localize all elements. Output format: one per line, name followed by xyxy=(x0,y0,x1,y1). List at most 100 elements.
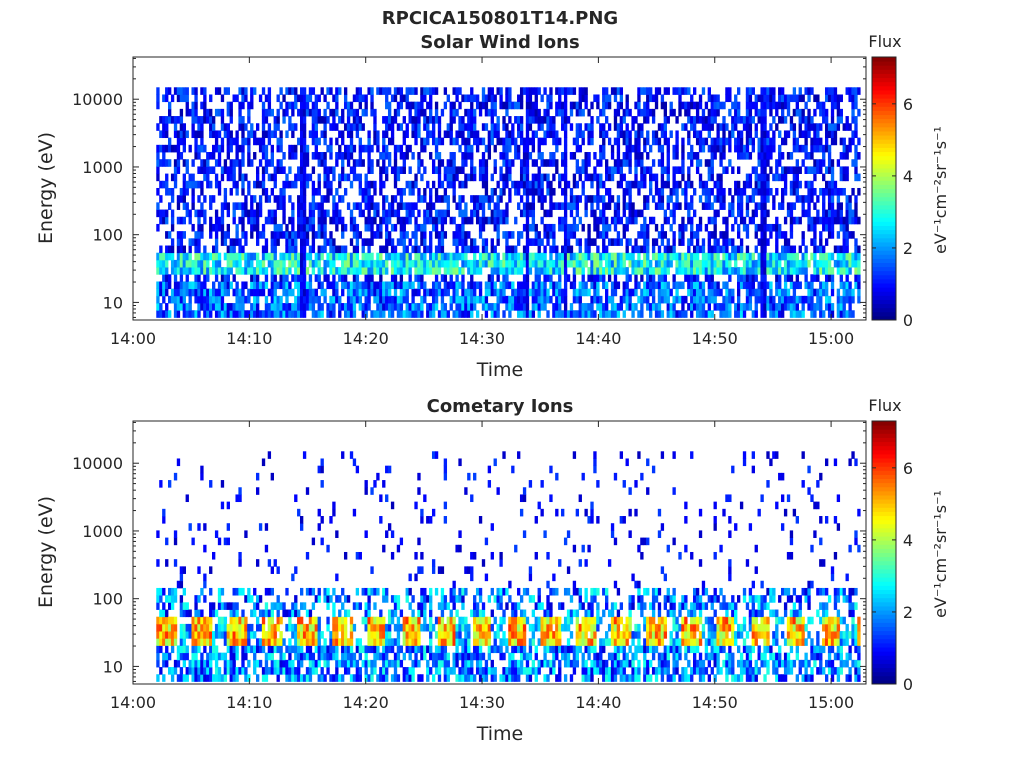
spectrogram-cell xyxy=(634,181,637,189)
spectrogram-cell xyxy=(467,310,470,318)
spectrogram-cell xyxy=(491,102,494,110)
spectrogram-cell xyxy=(335,224,338,232)
spectrogram-cell xyxy=(403,130,406,138)
spectrogram-cell xyxy=(828,296,831,304)
spectrogram-cell xyxy=(646,116,649,124)
spectrogram-cell xyxy=(435,138,438,146)
spectrogram-cell xyxy=(567,238,570,246)
spectrogram-cell xyxy=(441,274,444,282)
spectrogram-cell xyxy=(488,274,491,282)
spectrogram-cell xyxy=(341,130,344,138)
spectrogram-cell xyxy=(582,289,585,297)
spectrogram-cell xyxy=(177,152,180,160)
spectrogram-cell xyxy=(444,130,447,138)
spectrogram-cell xyxy=(549,253,552,261)
spectrogram-cell xyxy=(714,231,717,239)
spectrogram-cell xyxy=(646,303,649,311)
spectrogram-cell xyxy=(435,224,438,232)
spectrogram-cell xyxy=(230,253,233,261)
spectrogram-cell xyxy=(514,188,517,196)
spectrogram-cell xyxy=(570,231,573,239)
spectrogram-cell xyxy=(323,109,326,117)
spectrogram-cell xyxy=(538,303,541,311)
spectrogram-cell xyxy=(309,281,312,289)
spectrogram-cell xyxy=(461,166,464,174)
spectrogram-cell xyxy=(256,231,259,239)
spectrogram-cell xyxy=(526,87,529,95)
spectrogram-cell xyxy=(379,224,382,232)
spectrogram-cell xyxy=(496,202,499,210)
spectrogram-cell xyxy=(359,102,362,110)
spectrogram-cell xyxy=(335,217,338,225)
spectrogram-cell xyxy=(359,159,362,167)
spectrogram-cell xyxy=(722,130,725,138)
spectrogram-cell xyxy=(209,109,212,117)
spectrogram-cell xyxy=(174,310,177,318)
spectrogram-cell xyxy=(672,274,675,282)
spectrogram-cell xyxy=(678,281,681,289)
spectrogram-cell xyxy=(189,217,192,225)
spectrogram-cell xyxy=(540,123,543,131)
spectrogram-cell xyxy=(708,260,711,268)
spectrogram-cell xyxy=(840,260,843,268)
spectrogram-cell xyxy=(303,152,306,160)
spectrogram-cell xyxy=(763,238,766,246)
spectrogram-cell xyxy=(602,195,605,203)
spectrogram-cell xyxy=(303,267,306,275)
spectrogram-cell xyxy=(215,231,218,239)
spectrogram-cell xyxy=(538,260,541,268)
spectrogram-cell xyxy=(725,296,728,304)
spectrogram-cell xyxy=(221,281,224,289)
spectrogram-cell xyxy=(857,138,860,146)
spectrogram-cell xyxy=(843,267,846,275)
spectrogram-cell xyxy=(799,296,802,304)
spectrogram-cell xyxy=(473,281,476,289)
spectrogram-cell xyxy=(520,116,523,124)
spectrogram-cell xyxy=(312,202,315,210)
spectrogram-cell xyxy=(502,296,505,304)
spectrogram-cell xyxy=(288,123,291,131)
spectrogram-cell xyxy=(491,123,494,131)
spectrogram-cell xyxy=(256,274,259,282)
spectrogram-cell xyxy=(382,159,385,167)
spectrogram-cell xyxy=(813,303,816,311)
spectrogram-cell xyxy=(587,138,590,146)
spectrogram-cell xyxy=(740,130,743,138)
spectrogram-cell xyxy=(725,231,728,239)
x-tick-label: 14:20 xyxy=(343,329,389,348)
spectrogram-cell xyxy=(617,310,620,318)
spectrogram-cell xyxy=(488,145,491,153)
spectrogram-cell xyxy=(373,296,376,304)
spectrogram-cell xyxy=(675,116,678,124)
spectrogram-cell xyxy=(165,174,168,182)
spectrogram-cell xyxy=(464,246,467,254)
spectrogram-cell xyxy=(277,296,280,304)
spectrogram-cell xyxy=(171,238,174,246)
spectrogram-cell xyxy=(356,224,359,232)
spectrogram-cell xyxy=(567,181,570,189)
spectrogram-cell xyxy=(667,166,670,174)
spectrogram-cell xyxy=(734,217,737,225)
spectrogram-cell xyxy=(423,210,426,218)
spectrogram-cell xyxy=(728,159,731,167)
spectrogram-cell xyxy=(385,145,388,153)
spectrogram-cell xyxy=(165,130,168,138)
spectrogram-cell xyxy=(432,296,435,304)
spectrogram-cell xyxy=(262,188,265,196)
spectrogram-cell xyxy=(672,246,675,254)
spectrogram-cell xyxy=(702,188,705,196)
spectrogram-cell xyxy=(796,267,799,275)
spectrogram-cell xyxy=(608,274,611,282)
spectrogram-cell xyxy=(200,296,203,304)
spectrogram-cell xyxy=(508,166,511,174)
spectrogram-cell xyxy=(235,188,238,196)
spectrogram-cell xyxy=(523,296,526,304)
spectrogram-cell xyxy=(643,267,646,275)
x-axis-label-solar-wind: Time xyxy=(476,359,524,381)
spectrogram-cell xyxy=(353,303,356,311)
spectrogram-cell xyxy=(379,303,382,311)
spectrogram-cell xyxy=(203,116,206,124)
spectrogram-cell xyxy=(197,289,200,297)
spectrogram-cell xyxy=(796,217,799,225)
spectrogram-cell xyxy=(189,253,192,261)
